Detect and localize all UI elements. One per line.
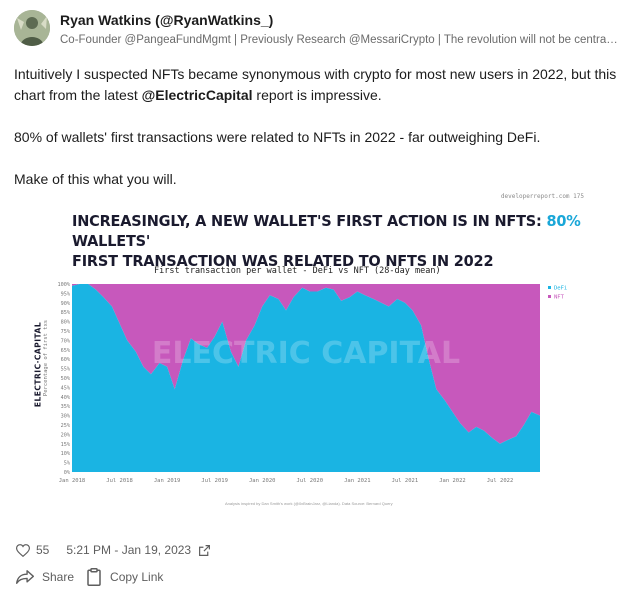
x-tick-label: Jul 2022 bbox=[487, 478, 514, 484]
legend-swatch bbox=[548, 286, 551, 289]
x-tick-label: Jan 2019 bbox=[154, 478, 181, 484]
y-tick-label: 45% bbox=[61, 385, 71, 391]
legend-swatch bbox=[548, 295, 551, 298]
y-axis-label: Percentage of first txs bbox=[43, 319, 49, 397]
x-tick-label: Jan 2020 bbox=[249, 478, 276, 484]
tweet-paragraph-1: Intuitively I suspected NFTs became syno… bbox=[14, 64, 618, 106]
figure-source: developerreport.com 175 bbox=[500, 193, 584, 200]
tweet-paragraph-2: 80% of wallets' first transactions were … bbox=[14, 129, 541, 145]
avatar-illustration bbox=[14, 10, 50, 46]
x-tick-label: Jul 2018 bbox=[106, 478, 133, 484]
x-tick-label: Jul 2021 bbox=[392, 478, 419, 484]
share-icon bbox=[16, 570, 34, 584]
author-name[interactable]: Ryan Watkins (@RyanWatkins_) bbox=[60, 12, 274, 28]
y-tick-label: 10% bbox=[61, 451, 71, 457]
heart-icon[interactable] bbox=[16, 543, 30, 557]
share-button[interactable]: Share bbox=[16, 570, 74, 584]
author-bio: Co-Founder @PangeaFundMgmt | Previously … bbox=[60, 34, 618, 46]
area-chart: ELECTRIC CAPITAL 0% 5% 10% 15% 20% 25% 30% 35% 40… bbox=[58, 282, 568, 484]
y-tick-label: 65% bbox=[61, 348, 71, 354]
y-tick-label: 15% bbox=[61, 442, 71, 448]
headline-text: FIRST TRANSACTION WAS RELATED TO NFTS IN… bbox=[72, 253, 494, 271]
y-tick-label: 60% bbox=[61, 357, 71, 363]
nft-area bbox=[72, 284, 540, 444]
x-tick-label: Jan 2022 bbox=[439, 478, 466, 484]
y-tick-label: 100% bbox=[58, 282, 71, 288]
copy-link-button[interactable]: Copy Link bbox=[86, 568, 163, 586]
x-tick-label: Jan 2018 bbox=[59, 478, 86, 484]
y-tick-label: 80% bbox=[61, 320, 71, 326]
figure-footer: Analysis inspired by Dan Smith's work (@… bbox=[225, 501, 393, 506]
x-tick-label: Jan 2021 bbox=[344, 478, 371, 484]
tweet-paragraph-3: Make of this what you will. bbox=[14, 171, 177, 187]
figure-headline: INCREASINGLY, A NEW WALLET'S FIRST ACTIO… bbox=[72, 213, 592, 273]
legend-label: DeFi bbox=[554, 286, 567, 292]
y-tick-label: 95% bbox=[61, 291, 71, 297]
y-tick-label: 70% bbox=[61, 338, 71, 344]
brand-logo: ELECTRIC·CAPITAL bbox=[33, 321, 43, 408]
y-tick-label: 75% bbox=[61, 329, 71, 335]
tweet-timestamp[interactable]: 5:21 PM - Jan 19, 2023 bbox=[66, 543, 192, 557]
y-tick-label: 40% bbox=[61, 395, 71, 401]
y-tick-label: 30% bbox=[61, 414, 71, 420]
tweet-text-segment: report is impressive. bbox=[252, 87, 382, 103]
y-tick-label: 35% bbox=[61, 404, 71, 410]
clipboard-icon bbox=[86, 568, 102, 586]
tweet-body: Intuitively I suspected NFTs became syno… bbox=[14, 64, 618, 211]
external-link-icon[interactable] bbox=[198, 544, 211, 557]
chart-watermark: ELECTRIC CAPITAL bbox=[152, 336, 460, 371]
x-tick-label: Jul 2019 bbox=[201, 478, 228, 484]
tweet-text-segment: Intuitively I suspected NFTs became syno… bbox=[14, 66, 617, 103]
y-tick-label: 5% bbox=[64, 461, 71, 467]
legend-label: NFT bbox=[554, 295, 565, 301]
share-label: Share bbox=[42, 570, 75, 584]
y-tick-label: 90% bbox=[61, 301, 71, 307]
tweet-actions: Share Copy Link bbox=[16, 566, 163, 588]
defi-area bbox=[72, 284, 540, 472]
y-tick-label: 25% bbox=[61, 423, 71, 429]
y-tick-label: 0% bbox=[64, 470, 71, 476]
chart-title: First transaction per wallet - DeFi vs N… bbox=[154, 266, 441, 276]
like-count: 55 bbox=[36, 543, 50, 557]
tweet-header: Ryan Watkins (@RyanWatkins_) Co-Founder … bbox=[14, 10, 619, 50]
author-avatar[interactable] bbox=[14, 10, 50, 46]
y-tick-label: 85% bbox=[61, 310, 71, 316]
y-tick-label: 20% bbox=[61, 432, 71, 438]
headline-highlight: 80% bbox=[546, 213, 581, 231]
tweet-image[interactable]: developerreport.com 175 INCREASINGLY, A … bbox=[14, 188, 592, 510]
headline-text: WALLETS' bbox=[72, 233, 151, 251]
mention-link[interactable]: @ElectricCapital bbox=[141, 87, 253, 103]
tweet-meta: 55 5:21 PM - Jan 19, 2023 bbox=[16, 541, 211, 559]
y-tick-label: 55% bbox=[61, 367, 71, 373]
copy-link-label: Copy Link bbox=[110, 570, 164, 584]
y-tick-label: 50% bbox=[61, 376, 71, 382]
x-tick-label: Jul 2020 bbox=[297, 478, 324, 484]
headline-text: INCREASINGLY, A NEW WALLET'S FIRST ACTIO… bbox=[72, 213, 547, 231]
